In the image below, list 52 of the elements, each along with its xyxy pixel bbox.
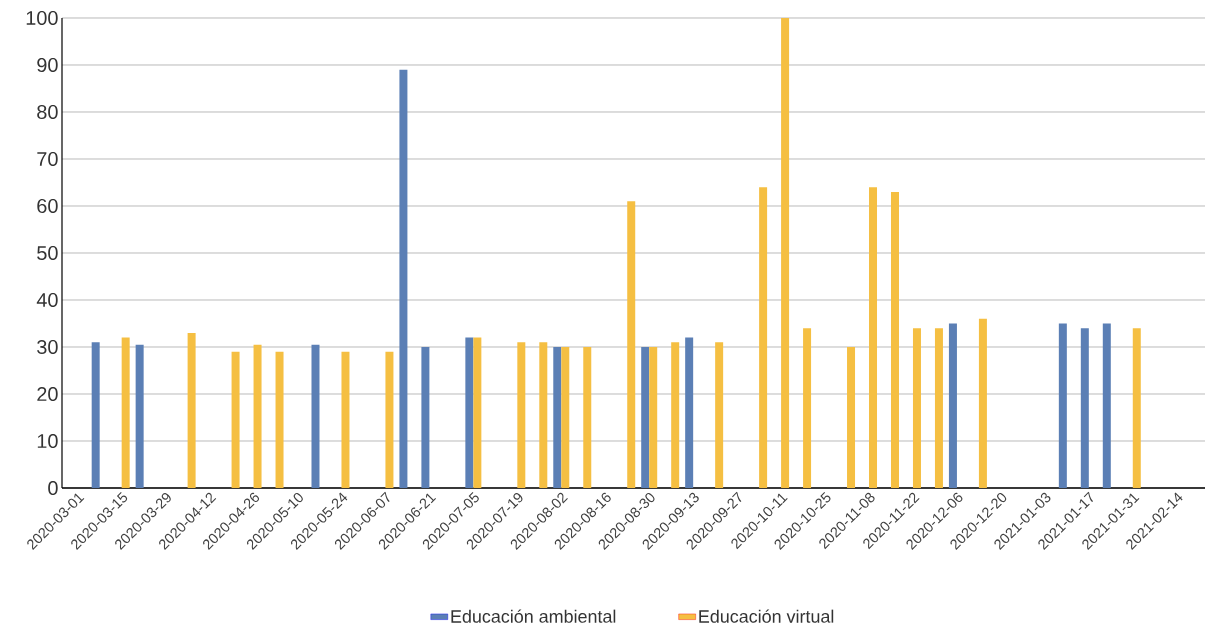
bar <box>948 323 957 488</box>
bar <box>341 351 350 488</box>
bar <box>539 342 548 488</box>
bar <box>649 347 658 488</box>
bar <box>1102 323 1111 488</box>
bar <box>1132 328 1141 488</box>
bar <box>1058 323 1067 488</box>
bar <box>847 347 856 488</box>
y-tick-label: 20 <box>37 386 58 402</box>
bar <box>421 347 430 488</box>
y-tick-label: 90 <box>37 57 58 73</box>
y-tick-label: 70 <box>37 151 58 167</box>
bar <box>311 344 320 488</box>
bar <box>627 201 636 488</box>
bar <box>912 328 921 488</box>
bar <box>517 342 526 488</box>
bar <box>91 342 100 488</box>
bar <box>275 351 284 488</box>
bar <box>231 351 240 488</box>
bar <box>553 347 562 488</box>
y-tick-label: 0 <box>48 480 58 496</box>
bar <box>187 332 196 488</box>
legend-label: Educación virtual <box>699 609 834 623</box>
bar <box>135 344 144 488</box>
y-tick-label: 100 <box>26 10 58 26</box>
bar <box>1080 328 1089 488</box>
bar <box>978 318 987 488</box>
bar <box>641 347 650 488</box>
bar <box>715 342 724 488</box>
bar <box>583 347 592 488</box>
bar <box>890 191 899 488</box>
y-tick-label: 80 <box>37 104 58 120</box>
bar <box>685 337 694 488</box>
y-tick-label: 10 <box>37 433 58 449</box>
bar <box>121 337 130 488</box>
bar <box>385 351 394 488</box>
bar <box>934 328 943 488</box>
bar <box>561 347 570 488</box>
bar <box>473 337 482 488</box>
bar <box>253 344 262 488</box>
y-tick-label: 30 <box>37 339 58 355</box>
y-tick-label: 40 <box>36 292 58 308</box>
bar <box>465 337 474 488</box>
bar <box>781 18 790 488</box>
bar <box>399 69 408 488</box>
bar <box>671 342 680 488</box>
bar <box>803 328 812 488</box>
y-tick-label: 60 <box>37 198 58 214</box>
bar <box>869 187 878 488</box>
y-tick-label: 50 <box>37 245 58 261</box>
legend-label: Educación ambiental <box>451 609 616 623</box>
bar <box>759 187 768 488</box>
